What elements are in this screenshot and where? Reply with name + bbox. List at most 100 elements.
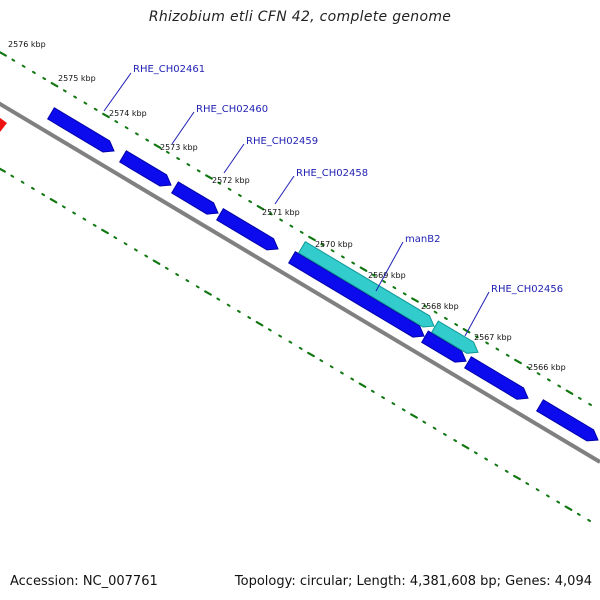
minor-tick: [83, 101, 88, 105]
tick-label: 2576 kbp: [8, 40, 46, 49]
minor-tick: [494, 463, 499, 467]
label-leader-lines: [103, 72, 490, 337]
tick-label: 2567 kbp: [474, 333, 512, 342]
accession-text: Accession: NC_007761: [10, 574, 158, 589]
minor-tick: [391, 402, 396, 406]
major-tick: [50, 81, 59, 88]
gene-arrow[interactable]: [171, 181, 219, 215]
major-tick: [359, 266, 368, 272]
gene-arrow[interactable]: [119, 150, 172, 187]
gene-arrow[interactable]: [216, 208, 279, 251]
minor-tick: [175, 273, 179, 277]
gene-arrow[interactable]: [47, 107, 115, 153]
minor-tick: [350, 377, 355, 381]
minor-tick: [401, 408, 406, 412]
minor-tick: [526, 366, 531, 370]
major-tick: [565, 389, 574, 395]
leader-line: [223, 143, 245, 174]
minor-tick: [82, 217, 87, 221]
tick-label: 2571 kbp: [262, 208, 300, 217]
gene-arrow-highlighted[interactable]: [431, 320, 479, 354]
gene-arrow[interactable]: [288, 251, 425, 338]
minor-tick: [267, 328, 272, 332]
gene-label-rhe-ch02459[interactable]: RHE_CH02459: [246, 136, 318, 147]
minor-tick: [237, 309, 241, 313]
minor-tick: [525, 482, 530, 486]
tick-label: 2575 kbp: [58, 74, 96, 83]
minor-tick: [20, 180, 25, 184]
minor-tick: [547, 378, 551, 382]
gene-label-rhe-ch02460[interactable]: RHE_CH02460: [196, 104, 268, 115]
minor-tick: [195, 285, 200, 289]
minor-tick: [433, 310, 438, 314]
gene-arrow-highlighted[interactable]: [298, 241, 435, 328]
major-tick: [49, 198, 58, 204]
minor-tick: [453, 439, 458, 443]
major-tick: [0, 51, 7, 57]
minor-tick: [145, 138, 150, 142]
major-tick: [256, 205, 265, 211]
gene-arrows: [47, 107, 599, 442]
minor-tick: [288, 340, 293, 344]
gene-label-manb2[interactable]: manB2: [405, 234, 440, 245]
minor-tick: [31, 186, 35, 190]
gene-arrow-red[interactable]: [0, 112, 7, 132]
outer-tick-track: [0, 51, 592, 406]
minor-tick: [299, 230, 304, 234]
minor-tick: [217, 181, 222, 185]
minor-tick: [341, 255, 345, 259]
tick-label: 2572 kbp: [212, 176, 250, 185]
minor-tick: [92, 223, 97, 227]
minor-tick: [248, 200, 253, 204]
tick-label: 2574 kbp: [109, 109, 147, 118]
major-tick: [462, 328, 471, 334]
gene-arrow[interactable]: [421, 330, 467, 363]
minor-tick: [329, 365, 334, 369]
gene-arrow[interactable]: [536, 399, 599, 442]
minor-tick: [381, 396, 385, 400]
minor-tick: [185, 279, 190, 283]
genome-backbone: [0, 101, 600, 464]
minor-tick: [144, 254, 149, 258]
minor-tick: [113, 236, 118, 240]
minor-tick: [473, 451, 478, 455]
minor-tick: [422, 420, 427, 424]
gene-arrow[interactable]: [464, 356, 529, 400]
minor-tick: [73, 95, 77, 99]
tick-label: 2570 kbp: [315, 240, 353, 249]
minor-tick: [382, 280, 386, 284]
tick-label: 2566 kbp: [528, 363, 566, 372]
minor-tick: [62, 89, 67, 93]
minor-tick: [454, 323, 459, 327]
gene-label-rhe-ch02461[interactable]: RHE_CH02461: [133, 64, 205, 75]
minor-tick: [114, 120, 119, 124]
minor-tick: [320, 243, 325, 247]
minor-tick: [505, 353, 510, 357]
minor-tick: [535, 488, 540, 492]
minor-tick: [432, 426, 437, 430]
minor-tick: [247, 316, 252, 320]
major-tick: [152, 259, 161, 265]
minor-tick: [226, 303, 231, 307]
minor-tick: [330, 249, 335, 253]
leader-line: [375, 241, 404, 292]
major-tick: [153, 143, 162, 149]
minor-tick: [216, 297, 221, 301]
major-tick: [307, 351, 315, 358]
minor-tick: [72, 211, 76, 215]
major-tick: [513, 474, 521, 481]
minor-tick: [238, 193, 242, 197]
gene-label-rhe-ch02458[interactable]: RHE_CH02458: [296, 168, 368, 179]
minor-tick: [289, 224, 294, 228]
gene-label-rhe-ch02456[interactable]: RHE_CH02456: [491, 284, 563, 295]
major-tick: [514, 358, 522, 365]
minor-tick: [21, 64, 26, 68]
minor-tick: [227, 187, 232, 191]
tick-label: 2569 kbp: [368, 271, 406, 280]
minor-tick: [485, 341, 489, 345]
minor-tick: [495, 347, 500, 351]
minor-tick: [351, 261, 356, 265]
minor-tick: [42, 77, 47, 81]
tick-label: 2573 kbp: [160, 143, 198, 152]
